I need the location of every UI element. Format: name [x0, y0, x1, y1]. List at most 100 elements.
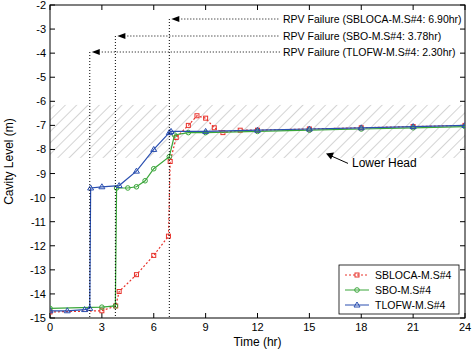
y-tick: [50, 125, 55, 126]
y-tick: [460, 245, 465, 246]
x-tick-label: 15: [303, 321, 315, 333]
series-marker: [50, 308, 53, 313]
x-tick-label: 24: [459, 321, 471, 333]
series-marker: [152, 253, 156, 257]
series-marker: [168, 160, 172, 164]
legend-box: [339, 265, 459, 314]
x-tick-label: 18: [355, 321, 367, 333]
series-marker: [255, 127, 261, 132]
x-tick: [257, 5, 258, 10]
series-marker: [64, 308, 70, 313]
legend-label: TLOFW-M.S#4: [375, 299, 446, 311]
x-tick: [50, 5, 51, 10]
series-marker: [133, 168, 139, 173]
series-marker: [88, 185, 94, 190]
annotation-leader: [127, 36, 280, 37]
y-tick: [50, 149, 55, 150]
series-marker: [204, 116, 208, 120]
x-tick: [309, 5, 310, 10]
y-tick: [50, 5, 55, 6]
series-marker: [151, 146, 157, 151]
y-tick: [50, 53, 55, 54]
y-tick-label: -8: [36, 143, 46, 155]
x-tick: [257, 313, 258, 318]
y-tick: [460, 101, 465, 102]
y-tick: [50, 29, 55, 30]
annotation-text: RPV Failure (TLOFW-M.S#4: 2.30hr): [283, 46, 456, 58]
y-tick: [460, 77, 465, 78]
y-tick-label: -7: [36, 119, 46, 131]
y-tick: [50, 318, 55, 319]
x-tick-label: 12: [251, 321, 263, 333]
legend-line: [345, 290, 369, 291]
series-marker: [166, 234, 170, 238]
y-tick-label: -2: [36, 0, 46, 11]
series-marker: [462, 122, 465, 127]
y-tick: [50, 221, 55, 222]
x-tick: [465, 5, 466, 10]
y-tick: [50, 245, 55, 246]
legend-line: [345, 305, 369, 306]
legend-line: [345, 275, 369, 276]
x-tick-label: 9: [203, 321, 209, 333]
y-tick: [50, 293, 55, 294]
failure-line: [169, 19, 170, 318]
y-tick-label: -10: [30, 192, 46, 204]
band-label: Lower Head: [352, 156, 417, 170]
legend-marker: [355, 288, 360, 293]
legend-label: SBLOCA-M.S#4: [375, 269, 452, 281]
legend-marker: [355, 273, 359, 277]
series-marker: [126, 186, 131, 191]
x-axis-label: Time (hr): [233, 335, 281, 349]
annotation-arrow: [171, 16, 179, 22]
annotation-text: RPV Failure (SBO-M.S#4: 3.78hr): [283, 30, 441, 42]
y-tick-label: -12: [30, 240, 46, 252]
y-tick: [460, 53, 465, 54]
x-tick: [101, 5, 102, 10]
y-tick-label: -4: [36, 47, 46, 59]
y-tick: [460, 29, 465, 30]
y-tick-label: -14: [30, 288, 46, 300]
y-tick-label: -13: [30, 264, 46, 276]
x-tick: [153, 313, 154, 318]
series-marker: [212, 126, 216, 130]
y-tick: [460, 221, 465, 222]
series-marker: [186, 123, 190, 127]
y-tick: [50, 101, 55, 102]
x-tick: [153, 5, 154, 10]
y-tick: [460, 318, 465, 319]
y-tick-label: -3: [36, 23, 46, 35]
series-marker: [99, 184, 105, 189]
y-tick: [460, 269, 465, 270]
y-tick: [460, 173, 465, 174]
x-tick: [309, 313, 310, 318]
x-tick: [205, 5, 206, 10]
series-marker: [195, 114, 199, 118]
y-tick: [50, 197, 55, 198]
annotation-arrow: [117, 33, 125, 39]
y-tick: [460, 149, 465, 150]
x-tick: [413, 5, 414, 10]
series-marker: [143, 178, 148, 183]
x-tick: [465, 313, 466, 318]
series-group: [50, 114, 465, 314]
y-tick: [460, 197, 465, 198]
annotation-arrow: [92, 49, 100, 55]
series-marker: [203, 128, 209, 133]
series-marker: [358, 125, 364, 130]
band-arrow: [330, 155, 348, 163]
failure-line: [115, 36, 116, 318]
legend-marker: [354, 302, 360, 307]
x-tick: [205, 313, 206, 318]
legend: SBLOCA-M.S#4SBO-M.S#4TLOFW-M.S#4: [339, 265, 459, 314]
series-marker: [100, 305, 105, 310]
x-tick: [101, 313, 102, 318]
y-tick: [50, 173, 55, 174]
y-tick-label: -6: [36, 95, 46, 107]
x-tick-label: 21: [407, 321, 419, 333]
series-marker: [113, 304, 118, 309]
x-tick: [361, 5, 362, 10]
band-arrowhead: [326, 152, 334, 159]
y-tick: [50, 77, 55, 78]
annotation-leader: [102, 52, 280, 53]
